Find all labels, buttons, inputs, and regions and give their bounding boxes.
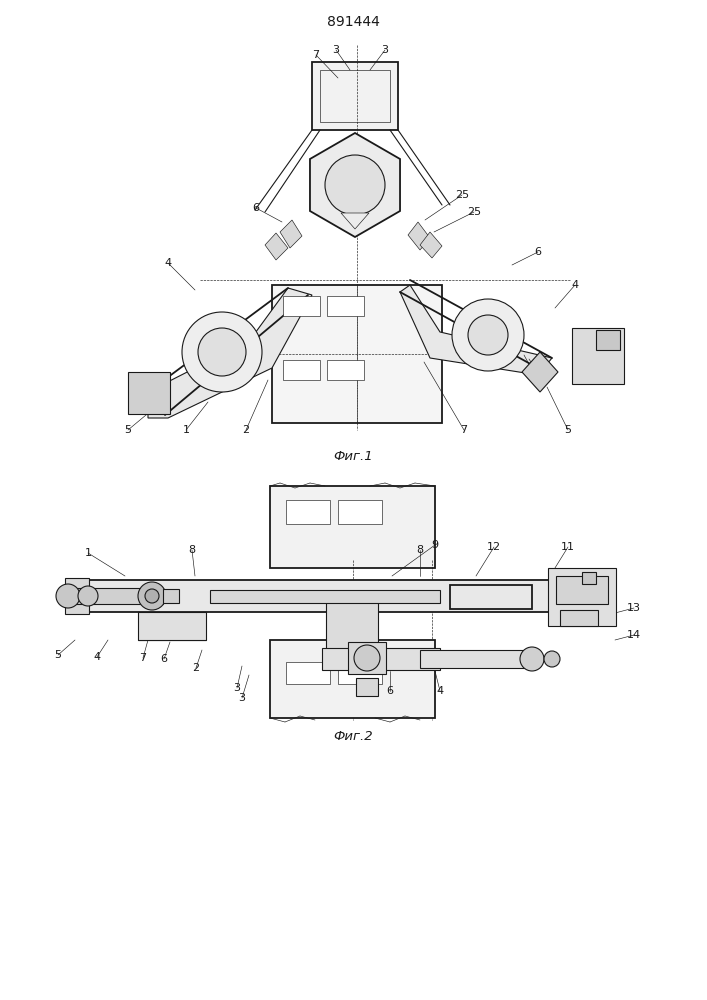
Bar — [326, 600, 378, 652]
Bar — [450, 585, 532, 609]
Bar — [270, 640, 435, 718]
Text: 3: 3 — [382, 45, 389, 55]
Text: 9: 9 — [431, 540, 438, 550]
Bar — [582, 572, 596, 584]
Text: 6: 6 — [252, 203, 259, 213]
Text: 2: 2 — [192, 663, 199, 673]
Bar — [283, 360, 320, 380]
Text: 891444: 891444 — [327, 15, 380, 29]
Bar — [338, 500, 382, 524]
Text: Фиг.2: Фиг.2 — [333, 730, 373, 742]
Bar — [327, 296, 364, 316]
Text: 14: 14 — [627, 630, 641, 640]
Polygon shape — [341, 213, 369, 229]
Text: 8: 8 — [189, 545, 196, 555]
Polygon shape — [280, 220, 302, 248]
Text: 1: 1 — [85, 548, 91, 558]
Bar — [283, 296, 320, 316]
Text: 7: 7 — [139, 653, 146, 663]
Text: 4: 4 — [165, 258, 172, 268]
Text: 7: 7 — [312, 50, 320, 60]
Bar — [138, 612, 206, 640]
Bar — [320, 70, 390, 122]
Circle shape — [354, 645, 380, 671]
Bar — [270, 486, 435, 568]
Circle shape — [78, 586, 98, 606]
Text: 6: 6 — [387, 686, 394, 696]
Bar — [548, 568, 616, 626]
Text: 13: 13 — [627, 603, 641, 613]
Circle shape — [520, 647, 544, 671]
Text: 6: 6 — [160, 654, 168, 664]
Polygon shape — [408, 222, 430, 250]
Text: 5: 5 — [564, 425, 571, 435]
Circle shape — [452, 299, 524, 371]
Bar — [348, 642, 386, 674]
Bar — [68, 588, 163, 604]
Bar — [560, 610, 598, 626]
Text: 1: 1 — [182, 425, 189, 435]
Circle shape — [468, 315, 508, 355]
Bar — [327, 360, 364, 380]
Text: 25: 25 — [467, 207, 481, 217]
Polygon shape — [400, 285, 552, 375]
Bar — [286, 662, 330, 684]
Bar — [420, 650, 532, 668]
Circle shape — [544, 651, 560, 667]
Text: 6: 6 — [534, 247, 542, 257]
Polygon shape — [148, 288, 312, 418]
Text: 8: 8 — [416, 545, 423, 555]
Circle shape — [198, 328, 246, 376]
Text: 11: 11 — [561, 542, 575, 552]
Circle shape — [56, 584, 80, 608]
Bar — [572, 328, 624, 384]
Text: 3: 3 — [233, 683, 240, 693]
Text: 5: 5 — [124, 425, 132, 435]
Bar — [312, 62, 398, 130]
Polygon shape — [522, 352, 558, 392]
Bar — [322, 648, 440, 670]
Bar — [596, 330, 620, 350]
Bar — [128, 372, 170, 414]
Bar — [338, 662, 382, 684]
Text: 4: 4 — [93, 652, 100, 662]
Bar — [88, 580, 588, 612]
Text: 2: 2 — [243, 425, 250, 435]
Bar — [556, 576, 608, 604]
Text: 25: 25 — [455, 190, 469, 200]
Text: 3: 3 — [238, 693, 245, 703]
Bar — [210, 590, 440, 603]
Text: 4: 4 — [436, 686, 443, 696]
Bar — [286, 500, 330, 524]
Circle shape — [138, 582, 166, 610]
Polygon shape — [310, 133, 400, 237]
Bar — [163, 589, 179, 603]
Polygon shape — [265, 233, 288, 260]
Text: 12: 12 — [487, 542, 501, 552]
Bar — [356, 678, 378, 696]
Text: 5: 5 — [54, 650, 62, 660]
Text: 7: 7 — [460, 425, 467, 435]
Circle shape — [325, 155, 385, 215]
Bar — [65, 578, 89, 614]
Bar — [272, 285, 442, 423]
Circle shape — [182, 312, 262, 392]
Circle shape — [145, 589, 159, 603]
Text: 3: 3 — [332, 45, 339, 55]
Polygon shape — [420, 232, 442, 258]
Text: 4: 4 — [571, 280, 578, 290]
Text: Фиг.1: Фиг.1 — [333, 450, 373, 462]
